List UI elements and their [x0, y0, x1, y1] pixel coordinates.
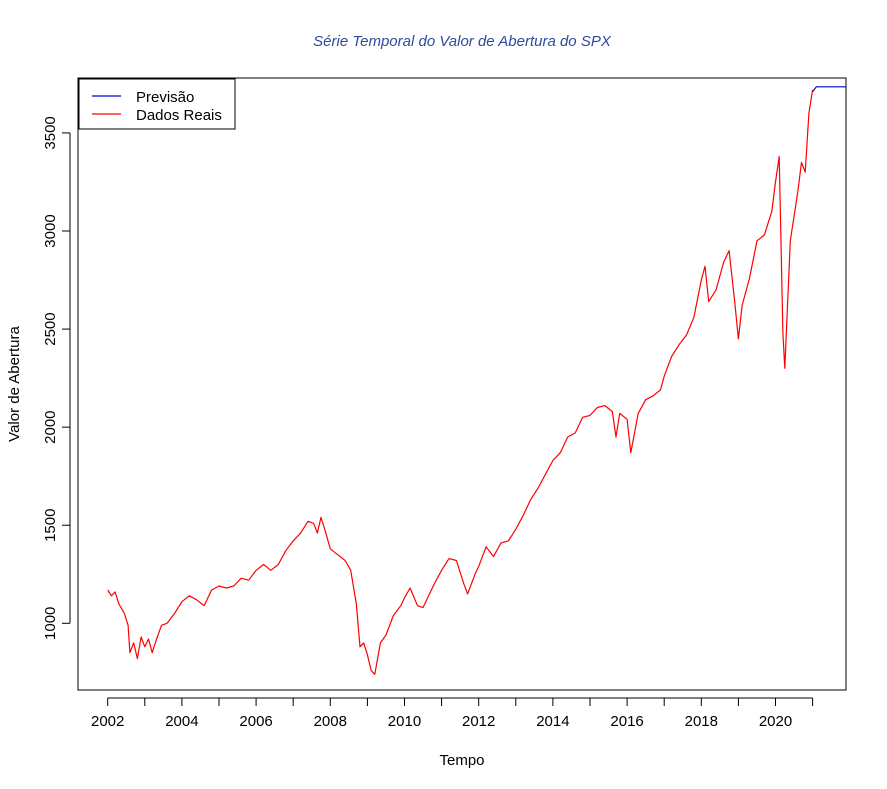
x-tick-label: 2014 [536, 713, 569, 730]
y-tick-label: 3500 [42, 116, 59, 149]
y-axis-title: Valor de Abertura [6, 326, 23, 442]
x-tick-label: 2018 [685, 713, 718, 730]
legend-label-dados-reais: Dados Reais [136, 107, 222, 124]
x-tick-label: 2012 [462, 713, 495, 730]
x-tick-label: 2006 [239, 713, 272, 730]
series-layer [107, 86, 846, 675]
legend-box [78, 78, 236, 130]
y-tick-label: 3000 [42, 214, 59, 247]
series-line-previsao [812, 86, 846, 93]
x-tick-label: 2010 [388, 713, 421, 730]
legend: Previsão Dados Reais [78, 78, 236, 130]
legend-label-previsao: Previsão [136, 89, 194, 106]
y-tick-label: 1500 [42, 509, 59, 542]
x-tick-label: 2016 [610, 713, 643, 730]
x-axis: 2002 2004 2006 2008 2010 2012 2014 2016 2018 2020 [91, 697, 814, 730]
x-axis-title: Tempo [439, 752, 484, 769]
y-tick-label: 2000 [42, 410, 59, 443]
x-tick-label: 2002 [91, 713, 124, 730]
x-tick-label: 2008 [314, 713, 347, 730]
x-tick-label: 2020 [759, 713, 792, 730]
y-tick-label: 2500 [42, 312, 59, 345]
y-axis: 1000 1500 2000 2500 3000 3500 [42, 116, 71, 640]
x-tick-label: 2004 [165, 713, 198, 730]
chart-title: Série Temporal do Valor de Abertura do S… [313, 33, 612, 50]
y-tick-label: 1000 [42, 607, 59, 640]
series-line-dados-reais [107, 89, 814, 675]
plot-frame [77, 77, 847, 691]
